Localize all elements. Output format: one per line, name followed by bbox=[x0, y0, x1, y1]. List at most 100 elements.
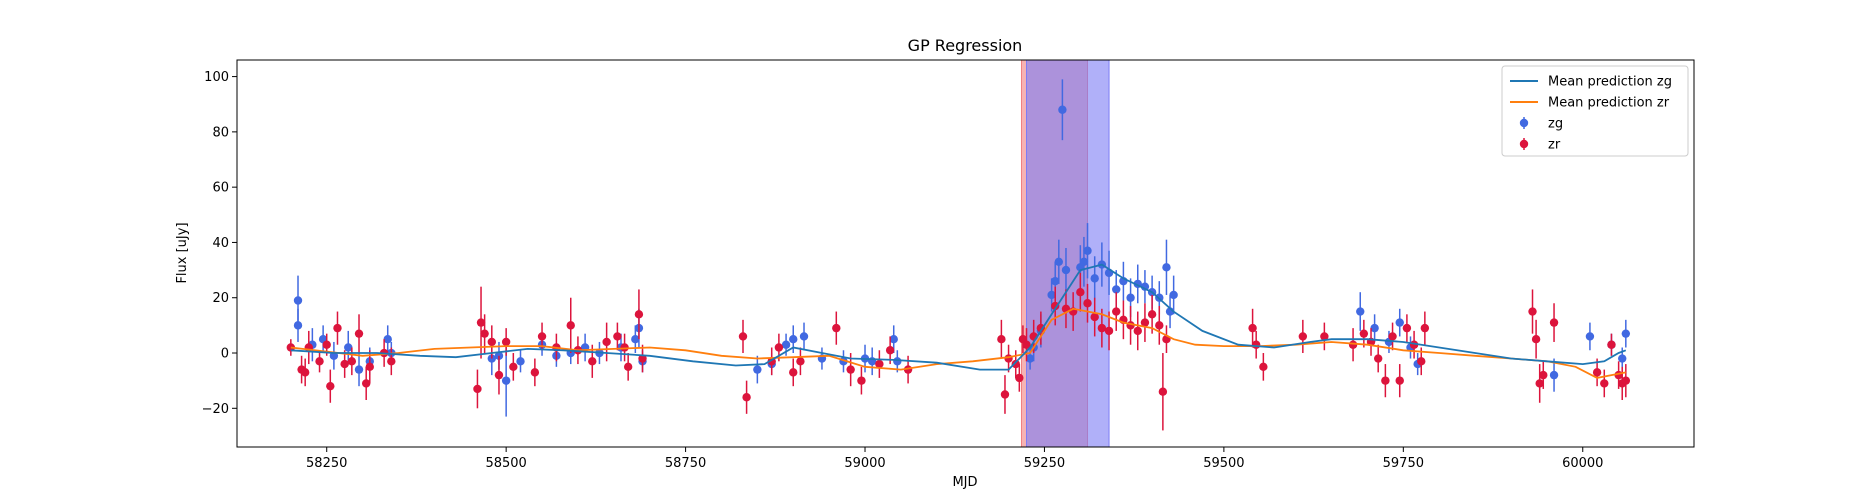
point-zg bbox=[516, 350, 525, 373]
point-zr bbox=[315, 350, 324, 373]
y-tick-label: 0 bbox=[221, 347, 229, 362]
point-zg bbox=[1119, 261, 1128, 301]
point-zg bbox=[293, 308, 303, 342]
point-zr bbox=[473, 369, 482, 409]
point-zr bbox=[1592, 358, 1602, 387]
point-zg bbox=[1395, 308, 1404, 337]
point-zr bbox=[387, 347, 396, 376]
legend-label: zg bbox=[1548, 117, 1563, 132]
point-zr bbox=[1248, 308, 1257, 348]
point-zr bbox=[1011, 350, 1020, 378]
point-zg bbox=[1370, 314, 1379, 342]
point-zg bbox=[1162, 239, 1171, 295]
x-tick-label: 59500 bbox=[1203, 456, 1244, 471]
point-zr bbox=[494, 355, 504, 395]
y-axis-label: Flux [uJy] bbox=[175, 222, 190, 283]
point-zr bbox=[789, 358, 798, 387]
point-zr bbox=[530, 358, 540, 387]
point-zg bbox=[329, 341, 339, 370]
legend-label: Mean prediction zg bbox=[1548, 75, 1672, 90]
y-tick-label: 80 bbox=[212, 125, 229, 140]
point-zr bbox=[602, 322, 611, 362]
y-axis-ticks: −20 0 20 40 60 80 100 bbox=[202, 70, 237, 417]
point-zr bbox=[1112, 292, 1121, 331]
point-zr bbox=[1531, 319, 1541, 359]
y-tick-label: 60 bbox=[212, 181, 229, 196]
point-zr bbox=[832, 311, 841, 345]
point-zr bbox=[1090, 297, 1099, 337]
point-zg bbox=[1058, 79, 1067, 141]
x-axis-ticks: 58250 58500 58750 59000 59250 59500 59750 60000 bbox=[306, 447, 1603, 471]
point-zr bbox=[634, 289, 644, 340]
y-tick-label: 100 bbox=[204, 70, 229, 85]
point-zr bbox=[509, 353, 518, 381]
y-tick-label: 40 bbox=[212, 236, 229, 251]
point-zr bbox=[1320, 322, 1329, 351]
point-zr bbox=[1158, 353, 1168, 431]
point-zr bbox=[333, 311, 342, 345]
legend-item: zg bbox=[1519, 117, 1563, 132]
point-zr bbox=[1549, 303, 1559, 342]
data-points bbox=[286, 79, 1631, 431]
legend-item: Mean prediction zg bbox=[1510, 75, 1672, 90]
point-zr bbox=[742, 380, 751, 414]
point-zg bbox=[354, 353, 364, 387]
point-zr bbox=[347, 347, 357, 376]
point-zr bbox=[1004, 344, 1013, 373]
point-zr bbox=[1420, 311, 1430, 345]
point-zg bbox=[1061, 247, 1071, 293]
x-tick-label: 59750 bbox=[1383, 456, 1424, 471]
point-zr bbox=[1535, 364, 1544, 403]
point-zr bbox=[1140, 303, 1150, 342]
x-axis-label: MJD bbox=[952, 475, 977, 490]
point-zr bbox=[875, 350, 884, 378]
point-zr bbox=[326, 369, 335, 403]
point-zg bbox=[753, 355, 762, 384]
point-zr bbox=[1621, 364, 1631, 398]
chart-title: GP Regression bbox=[908, 36, 1023, 55]
point-zg bbox=[501, 344, 511, 417]
point-zg bbox=[1356, 292, 1365, 331]
point-zr bbox=[300, 358, 310, 387]
mean-line-zg bbox=[290, 263, 1627, 371]
point-zr bbox=[1600, 369, 1609, 398]
point-zr bbox=[1298, 319, 1308, 354]
point-zr bbox=[857, 366, 866, 395]
point-zr bbox=[1000, 375, 1010, 414]
point-zr bbox=[623, 353, 633, 381]
point-zg bbox=[1054, 239, 1064, 284]
x-tick-label: 59250 bbox=[1024, 456, 1065, 471]
point-zr bbox=[997, 319, 1006, 359]
legend-box bbox=[1501, 65, 1689, 157]
legend: Mean prediction zg Mean prediction zr zg zr bbox=[1501, 65, 1689, 157]
point-zg bbox=[1079, 236, 1089, 287]
point-zg bbox=[344, 330, 353, 365]
point-zg bbox=[1549, 358, 1559, 392]
point-zr bbox=[1528, 289, 1537, 334]
legend-item: Mean prediction zr bbox=[1510, 96, 1670, 111]
point-zr bbox=[738, 319, 748, 354]
point-zr bbox=[1395, 364, 1404, 398]
point-zg bbox=[1025, 347, 1035, 370]
point-zr bbox=[1133, 311, 1142, 351]
point-zg bbox=[799, 322, 809, 351]
point-zg bbox=[1169, 275, 1178, 315]
point-zr bbox=[1359, 319, 1369, 348]
point-zr bbox=[354, 314, 364, 354]
point-zr bbox=[1388, 322, 1397, 351]
point-zr bbox=[620, 333, 629, 362]
point-zr bbox=[1162, 325, 1171, 354]
point-zr bbox=[361, 366, 371, 401]
point-zr bbox=[1373, 344, 1383, 373]
point-zr bbox=[1076, 272, 1085, 312]
point-zr bbox=[1022, 328, 1031, 362]
legend-label: Mean prediction zr bbox=[1548, 96, 1670, 111]
point-zg bbox=[817, 347, 827, 370]
x-tick-label: 58500 bbox=[485, 456, 526, 471]
y-tick-label: 20 bbox=[212, 291, 229, 306]
point-zr bbox=[340, 350, 349, 378]
point-zr bbox=[1155, 306, 1164, 345]
point-zr bbox=[1607, 333, 1616, 356]
point-zg bbox=[1585, 322, 1595, 351]
